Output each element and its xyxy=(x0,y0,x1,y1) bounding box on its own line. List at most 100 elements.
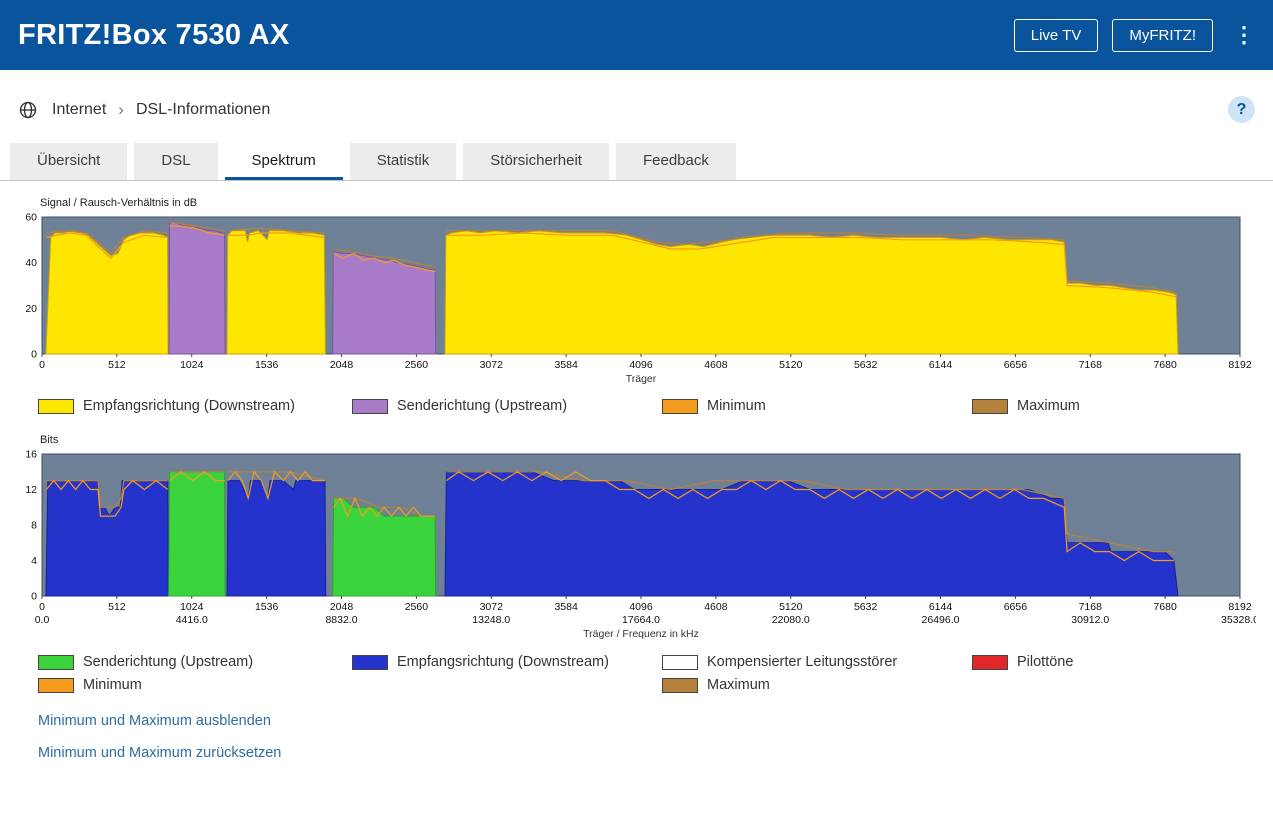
svg-text:6656: 6656 xyxy=(1004,601,1028,613)
svg-text:0: 0 xyxy=(31,591,37,603)
svg-text:17664.0: 17664.0 xyxy=(622,614,660,626)
svg-text:13248.0: 13248.0 xyxy=(472,614,510,626)
legend-item-upstream: Senderichtung (Upstream) xyxy=(352,398,662,414)
svg-text:6144: 6144 xyxy=(929,601,953,613)
svg-text:40: 40 xyxy=(25,257,37,269)
legend-label: Kompensierter Leitungsstörer xyxy=(707,654,898,670)
legend-item-downstream: Empfangsrichtung (Downstream) xyxy=(352,654,662,670)
svg-text:3072: 3072 xyxy=(480,601,504,613)
kompensierter-leitungsstoerer-swatch xyxy=(662,654,698,670)
svg-text:16: 16 xyxy=(25,449,37,461)
svg-text:3584: 3584 xyxy=(554,359,578,371)
downstream-swatch xyxy=(352,654,388,670)
svg-text:6656: 6656 xyxy=(1004,359,1028,371)
bits-chart: 0 512 1024 1536 2048 2560 3072 3584 4096 4608 5120… xyxy=(25,449,1256,641)
pilottoene-swatch xyxy=(972,654,1008,670)
tab-bar: Übersicht DSL Spektrum Statistik Störsicherh… xyxy=(0,135,1273,181)
minimum-swatch xyxy=(38,677,74,693)
myfritz-button[interactable]: MyFRITZ! xyxy=(1112,18,1213,52)
svg-text:1536: 1536 xyxy=(255,359,279,371)
minimum-swatch xyxy=(662,398,698,414)
legend-label: Minimum xyxy=(83,677,142,693)
svg-text:26496.0: 26496.0 xyxy=(922,614,960,626)
svg-text:0: 0 xyxy=(39,359,45,371)
legend-item-maximum: Maximum xyxy=(662,677,972,693)
svg-text:6144: 6144 xyxy=(929,359,953,371)
breadcrumb: Internet › DSL-Informationen ? xyxy=(0,70,1273,135)
svg-text:60: 60 xyxy=(25,212,37,224)
svg-text:8192: 8192 xyxy=(1228,601,1252,613)
svg-text:22080.0: 22080.0 xyxy=(772,614,810,626)
svg-text:35328.0: 35328.0 xyxy=(1221,614,1256,626)
svg-text:1024: 1024 xyxy=(180,601,204,613)
svg-text:4096: 4096 xyxy=(629,601,653,613)
legend-item-minimum: Minimum xyxy=(38,677,352,693)
legend-item-downstream: Empfangsrichtung (Downstream) xyxy=(38,398,352,414)
legend-label: Minimum xyxy=(707,398,766,414)
app-title: FRITZ!Box 7530 AX xyxy=(18,18,290,51)
tab-dsl[interactable]: DSL xyxy=(134,143,218,180)
maximum-swatch xyxy=(972,398,1008,414)
bits-legend: Senderichtung (Upstream) Empfangsrichtung… xyxy=(0,654,1273,693)
svg-text:5632: 5632 xyxy=(854,359,878,371)
svg-text:2560: 2560 xyxy=(405,601,429,613)
legend-label: Senderichtung (Upstream) xyxy=(83,654,254,670)
svg-text:4096: 4096 xyxy=(629,359,653,371)
kebab-menu-icon[interactable]: ⋮ xyxy=(1233,22,1255,47)
upstream-swatch xyxy=(38,654,74,670)
svg-text:8192: 8192 xyxy=(1228,359,1252,371)
svg-text:8: 8 xyxy=(31,520,37,532)
svg-text:0: 0 xyxy=(31,349,37,361)
globe-icon xyxy=(18,100,38,120)
legend-label: Empfangsrichtung (Downstream) xyxy=(397,654,609,670)
tab-stoersicherheit[interactable]: Störsicherheit xyxy=(463,143,609,180)
breadcrumb-item-internet[interactable]: Internet xyxy=(52,100,107,118)
legend-item-pilottoene: Pilottöne xyxy=(972,654,1273,670)
snr-chart-section: Signal / Rausch-Verhältnis in dB 0 512 102… xyxy=(0,197,1273,414)
tab-statistik[interactable]: Statistik xyxy=(349,143,457,180)
svg-text:1024: 1024 xyxy=(180,359,204,371)
legend-label: Maximum xyxy=(707,677,770,693)
legend-label: Empfangsrichtung (Downstream) xyxy=(83,398,295,414)
breadcrumb-item-dsl-informationen: DSL-Informationen xyxy=(135,100,271,118)
upstream-swatch xyxy=(352,398,388,414)
svg-text:7680: 7680 xyxy=(1153,601,1177,613)
svg-text:0: 0 xyxy=(39,601,45,613)
min-max-ausblenden-link[interactable]: Minimum und Maximum ausblenden xyxy=(38,713,271,729)
legend-item-upstream: Senderichtung (Upstream) xyxy=(38,654,352,670)
svg-text:3072: 3072 xyxy=(480,359,504,371)
svg-text:30912.0: 30912.0 xyxy=(1071,614,1109,626)
help-button[interactable]: ? xyxy=(1228,96,1255,123)
legend-label: Senderichtung (Upstream) xyxy=(397,398,568,414)
legend-item-minimum: Minimum xyxy=(662,398,972,414)
snr-chart-title: Signal / Rausch-Verhältnis in dB xyxy=(40,197,198,209)
tab-uebersicht[interactable]: Übersicht xyxy=(10,143,128,180)
legend-label: Maximum xyxy=(1017,398,1080,414)
tab-feedback[interactable]: Feedback xyxy=(615,143,736,180)
svg-text:2048: 2048 xyxy=(330,359,354,371)
svg-text:20: 20 xyxy=(25,303,37,315)
app-header: FRITZ!Box 7530 AX Live TV MyFRITZ! ⋮ xyxy=(0,0,1273,70)
min-max-zuruecksetzen-link[interactable]: Minimum und Maximum zurücksetzen xyxy=(38,745,282,761)
svg-text:0.0: 0.0 xyxy=(35,614,50,626)
bits-chart-section: Bits 0 512 1024 1536 2048 2560 3072 3584 4096 460… xyxy=(0,434,1273,693)
svg-text:512: 512 xyxy=(108,601,126,613)
svg-text:2560: 2560 xyxy=(405,359,429,371)
svg-text:Träger / Frequenz in kHz: Träger / Frequenz in kHz xyxy=(583,628,699,640)
live-tv-button[interactable]: Live TV xyxy=(1013,18,1099,52)
svg-text:4608: 4608 xyxy=(704,359,728,371)
tab-spektrum[interactable]: Spektrum xyxy=(224,143,343,180)
svg-text:1536: 1536 xyxy=(255,601,279,613)
svg-text:4608: 4608 xyxy=(704,601,728,613)
snr-chart: 0 512 1024 1536 2048 2560 3072 3584 4096 4608 5120… xyxy=(25,212,1252,386)
svg-text:5120: 5120 xyxy=(779,359,803,371)
svg-text:4: 4 xyxy=(31,555,37,567)
maximum-swatch xyxy=(662,677,698,693)
downstream-swatch xyxy=(38,398,74,414)
svg-text:12: 12 xyxy=(25,484,37,496)
legend-item-maximum: Maximum xyxy=(972,398,1273,414)
legend-label: Pilottöne xyxy=(1017,654,1074,670)
action-links: Minimum und Maximum ausblenden Minimum un… xyxy=(0,713,1273,761)
svg-text:512: 512 xyxy=(108,359,126,371)
